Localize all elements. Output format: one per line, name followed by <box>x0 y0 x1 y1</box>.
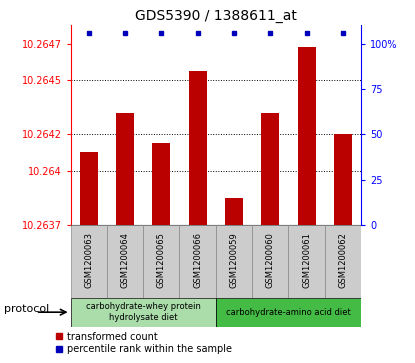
Text: GSM1200064: GSM1200064 <box>120 232 129 288</box>
Bar <box>71 298 216 327</box>
Text: carbohydrate-whey protein
hydrolysate diet: carbohydrate-whey protein hydrolysate di… <box>86 302 200 322</box>
Bar <box>225 198 243 225</box>
Bar <box>325 225 361 298</box>
Bar <box>261 113 279 225</box>
Bar <box>80 152 98 225</box>
Bar <box>107 225 143 298</box>
Bar <box>216 298 361 327</box>
Text: GSM1200065: GSM1200065 <box>157 232 166 288</box>
Text: protocol: protocol <box>4 303 49 314</box>
Bar <box>116 113 134 225</box>
Text: GSM1200062: GSM1200062 <box>338 232 347 288</box>
Text: GSM1200063: GSM1200063 <box>84 232 93 288</box>
Text: GSM1200060: GSM1200060 <box>266 232 275 288</box>
Text: GSM1200059: GSM1200059 <box>229 232 239 288</box>
Bar <box>71 225 107 298</box>
Text: GSM1200066: GSM1200066 <box>193 232 202 288</box>
Legend: transformed count, percentile rank within the sample: transformed count, percentile rank withi… <box>55 331 232 355</box>
Bar <box>216 225 252 298</box>
Bar <box>143 225 179 298</box>
Bar <box>179 225 216 298</box>
Title: GDS5390 / 1388611_at: GDS5390 / 1388611_at <box>135 9 297 23</box>
Bar <box>252 225 288 298</box>
Bar <box>188 71 207 225</box>
Text: GSM1200061: GSM1200061 <box>302 232 311 288</box>
Bar <box>152 143 171 225</box>
Bar <box>298 47 316 225</box>
Bar <box>334 134 352 225</box>
Text: carbohydrate-amino acid diet: carbohydrate-amino acid diet <box>226 308 351 317</box>
Bar <box>288 225 325 298</box>
